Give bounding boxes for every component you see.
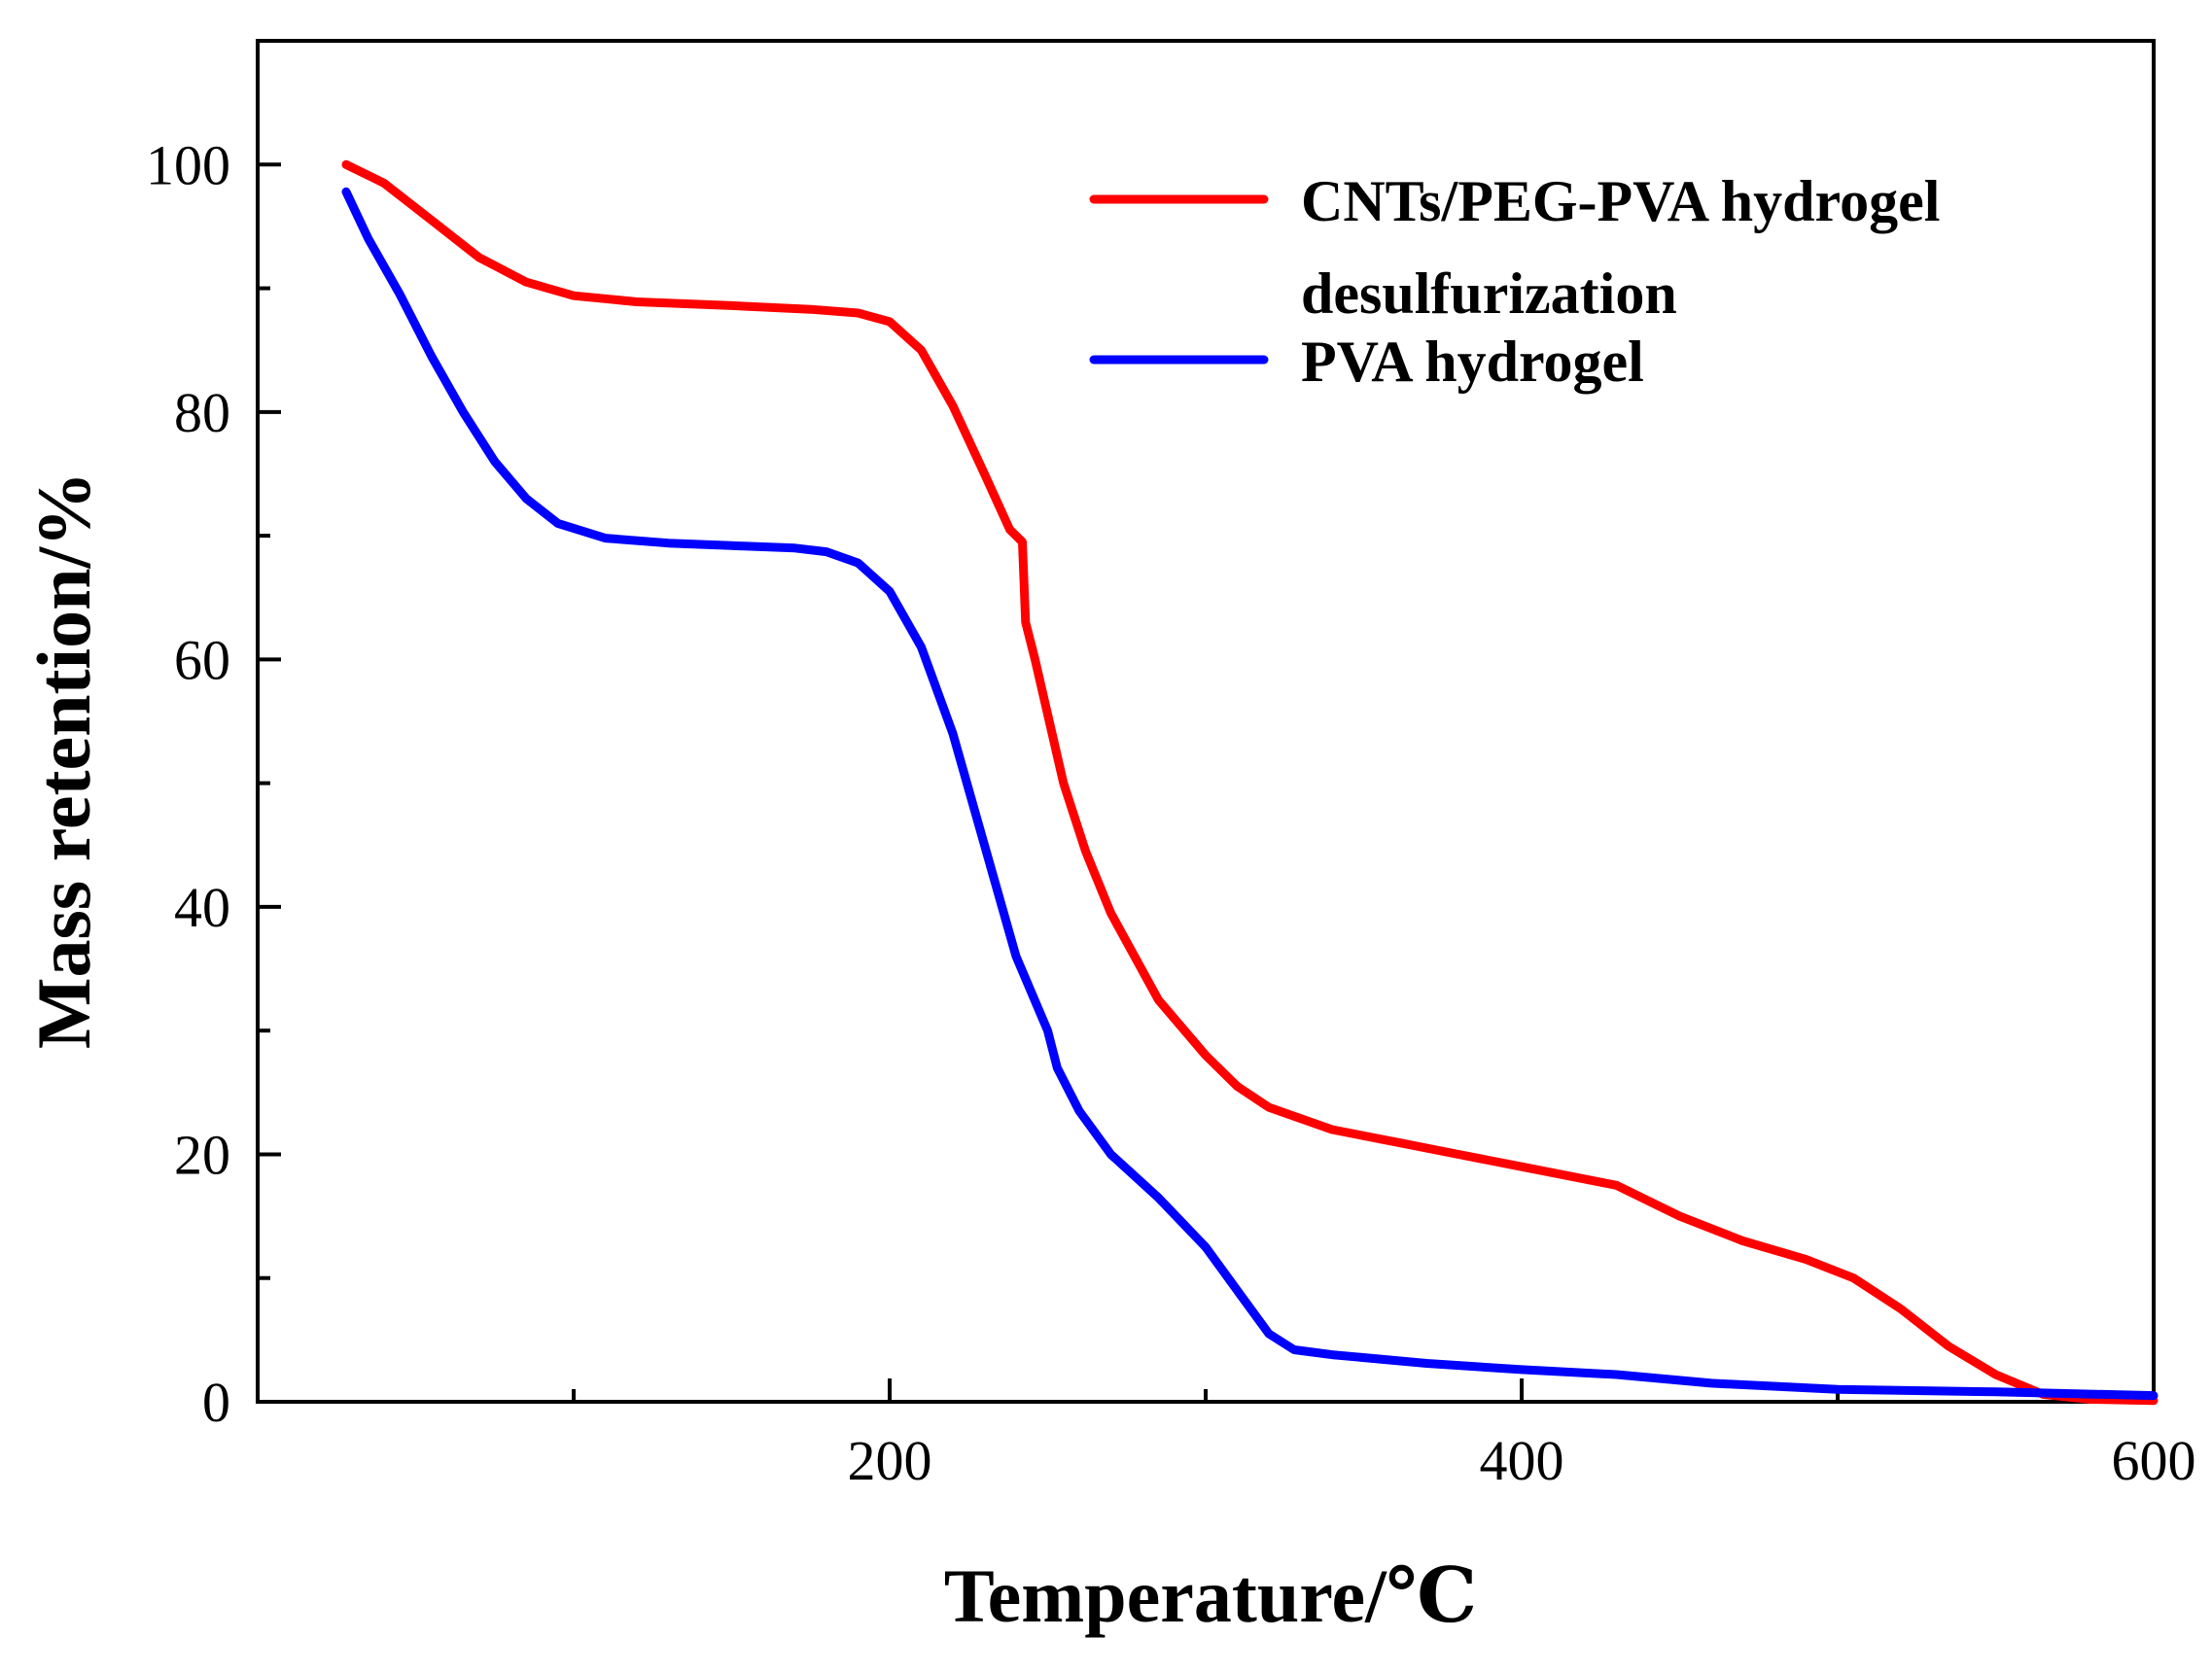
legend: CNTs/PEG-PVA hydrogel desulfurizationPVA …: [1089, 169, 1940, 394]
legend-label-1-0: PVA hydrogel: [1301, 330, 1644, 394]
x-tick-label: 400: [1480, 1429, 1564, 1492]
y-tick-label: 0: [202, 1371, 230, 1434]
legend-label-0-0: CNTs/PEG-PVA hydrogel: [1301, 169, 1940, 233]
y-tick-label: 40: [174, 876, 230, 939]
x-tick-label: 600: [2112, 1429, 2196, 1492]
series-line-cnts-peg-pva: [341, 159, 2159, 1406]
y-tick-label: 20: [174, 1123, 230, 1186]
axis-ticks: 200 400 600 0 20 40 60 80 100: [146, 133, 2196, 1492]
y-tick-label: 80: [174, 381, 230, 444]
series-layer: [341, 159, 2159, 1406]
y-tick-label: 100: [146, 133, 230, 196]
series-line-pva: [341, 187, 2159, 1401]
legend-label-0-1: desulfurization: [1301, 261, 1677, 326]
x-axis-title: Temperature/℃: [944, 1553, 1477, 1638]
y-tick-label: 60: [174, 628, 230, 691]
y-axis-title: Mass retention/%: [21, 471, 106, 1049]
x-tick-label: 200: [848, 1429, 932, 1492]
